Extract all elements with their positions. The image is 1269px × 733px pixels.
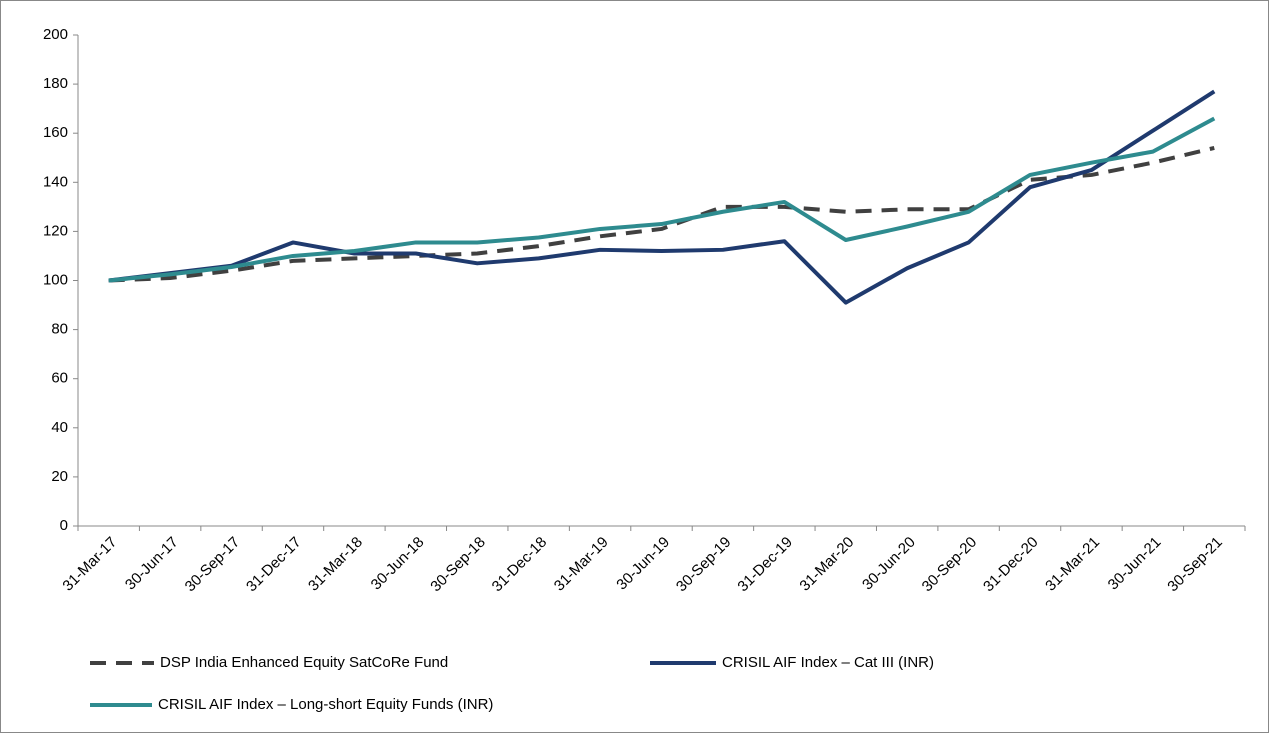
y-tick-label: 80 — [51, 321, 68, 338]
series-line — [108, 145, 1215, 283]
y-tick-label: 180 — [43, 75, 68, 92]
y-tick-label: 100 — [43, 271, 68, 288]
y-tick-label: 140 — [43, 173, 68, 190]
y-tick-label: 120 — [43, 222, 68, 239]
legend-label: DSP India Enhanced Equity SatCoRe Fund — [160, 654, 448, 671]
legend-label: CRISIL AIF Index – Cat III (INR) — [722, 654, 934, 671]
y-tick-label: 0 — [60, 517, 68, 534]
series-line — [108, 116, 1216, 283]
y-tick-label: 40 — [51, 419, 68, 436]
y-tick-label: 20 — [51, 468, 68, 485]
y-tick-label: 60 — [51, 370, 68, 387]
legend-label: CRISIL AIF Index – Long-short Equity Fun… — [158, 696, 493, 713]
y-tick-label: 160 — [43, 124, 68, 141]
series-line — [108, 89, 1216, 305]
y-tick-label: 200 — [43, 26, 68, 43]
